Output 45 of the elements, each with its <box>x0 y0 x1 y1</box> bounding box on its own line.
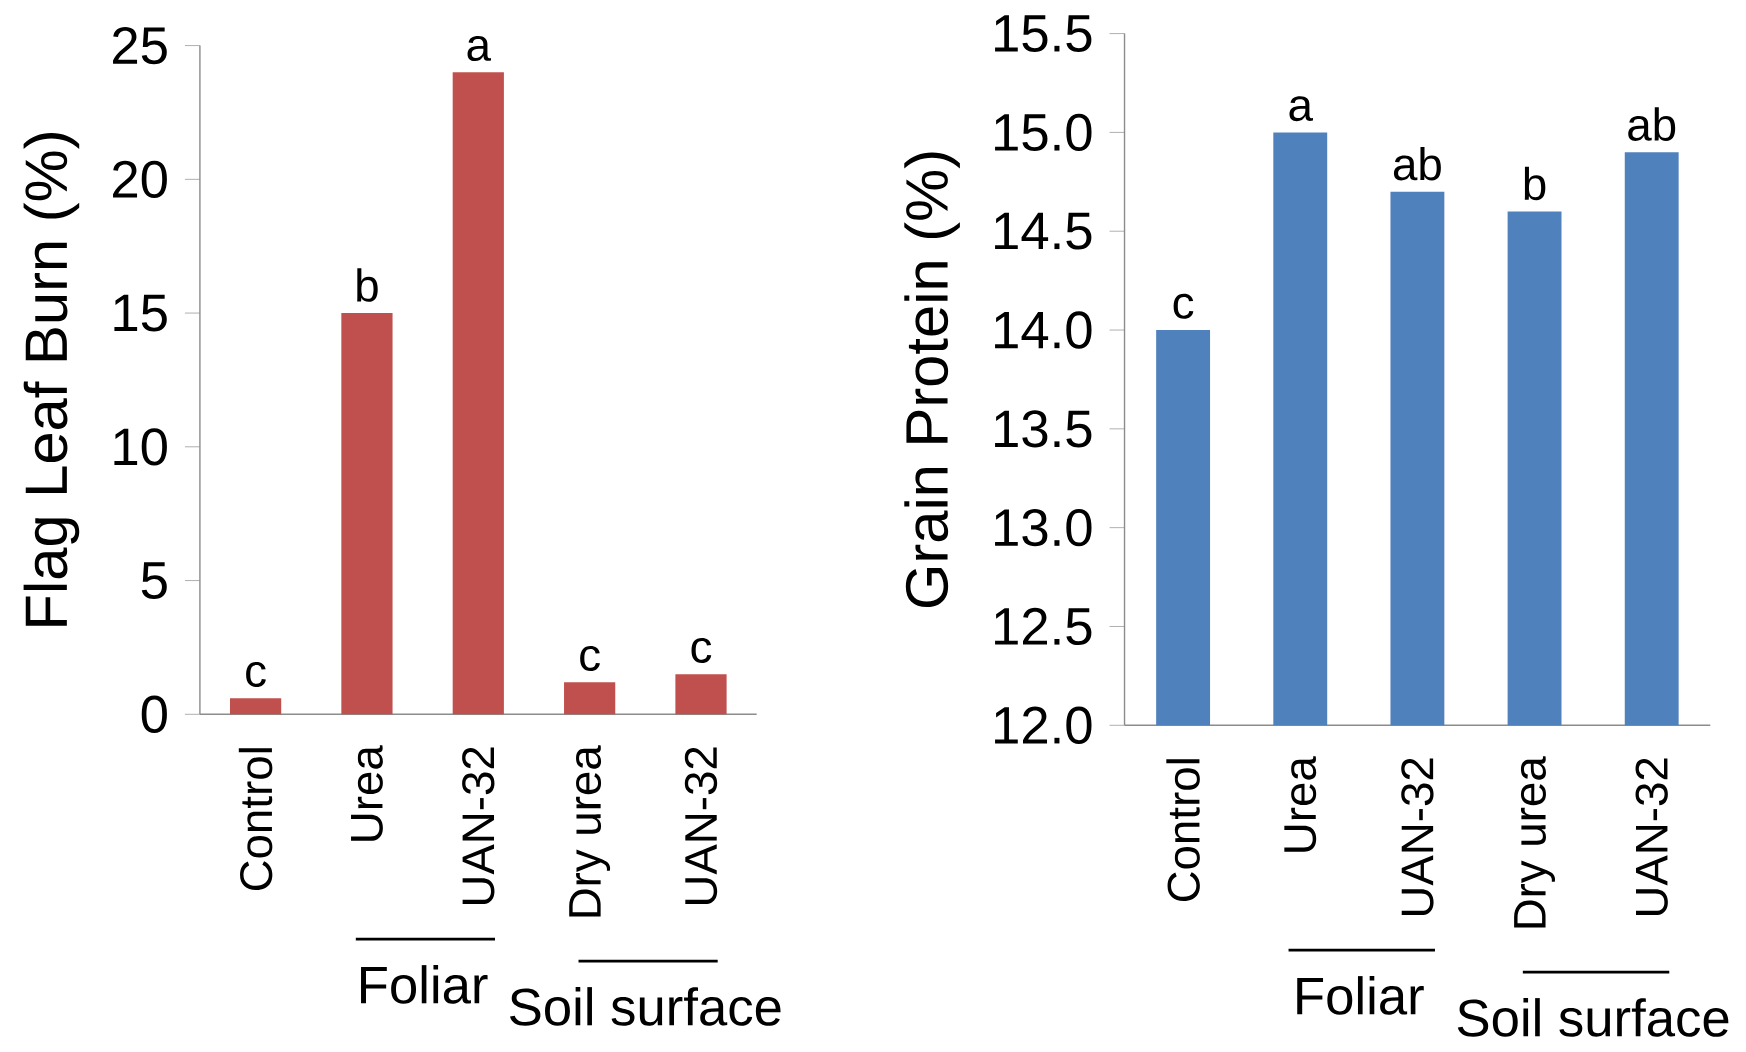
y-tick-label: 13.5 <box>995 410 1092 448</box>
data-label: c <box>246 661 266 687</box>
text: Soil surface <box>510 987 781 1026</box>
x-tick-label: UAN-32 <box>1401 758 1434 916</box>
data-label: a <box>467 36 491 62</box>
y-axis-title: Grain Protein (%) <box>904 152 960 608</box>
x-tick-label: UAN-32 <box>684 747 718 905</box>
data-label: c <box>580 645 600 671</box>
y-tick-label: 14.0 <box>995 311 1092 349</box>
bar <box>341 313 393 715</box>
data-label: a <box>1289 96 1313 122</box>
y-tick-label: 0 <box>141 695 167 733</box>
x-tick-label: Dry urea <box>1514 756 1555 928</box>
data-label: c <box>1173 293 1194 319</box>
y-tick-label: 15.5 <box>995 15 1092 52</box>
y-tick-label: 12.0 <box>995 706 1092 744</box>
bar <box>452 72 504 715</box>
y-tick-label: 13.0 <box>995 508 1092 547</box>
y-tick-label: 14.5 <box>995 212 1092 250</box>
x-tick-label: UAN-32 <box>462 747 495 905</box>
y-axis-title: Flag Leaf Burn (%) <box>23 133 80 626</box>
x-tick-label: Control <box>238 748 273 891</box>
x-tick-label: Control <box>1166 759 1200 902</box>
data-label: ab <box>1628 107 1676 141</box>
data-label: b <box>357 268 378 302</box>
text: Foliar <box>1297 976 1424 1015</box>
x-tick-label: Urea <box>351 745 383 841</box>
bar <box>229 698 282 715</box>
bar <box>564 682 616 715</box>
x-tick-label: Urea <box>1284 756 1317 852</box>
text: Soil surface <box>1457 998 1729 1037</box>
y-tick-label: 15 <box>114 294 167 332</box>
text: Foliar <box>361 965 488 1004</box>
bar <box>675 674 727 715</box>
y-tick-label: 20 <box>113 160 167 198</box>
y-tick-label: 15.0 <box>995 113 1092 152</box>
data-label: ab <box>1393 146 1441 181</box>
x-tick-label: Dry urea <box>569 745 611 917</box>
y-tick-label: 12.5 <box>995 607 1092 646</box>
y-tick-label: 5 <box>141 562 167 599</box>
data-label: c <box>691 637 712 663</box>
data-label: b <box>1524 166 1546 201</box>
y-tick-label: 25 <box>113 26 167 65</box>
y-tick-label: 10 <box>114 428 167 466</box>
x-tick-label: UAN-32 <box>1635 758 1668 916</box>
